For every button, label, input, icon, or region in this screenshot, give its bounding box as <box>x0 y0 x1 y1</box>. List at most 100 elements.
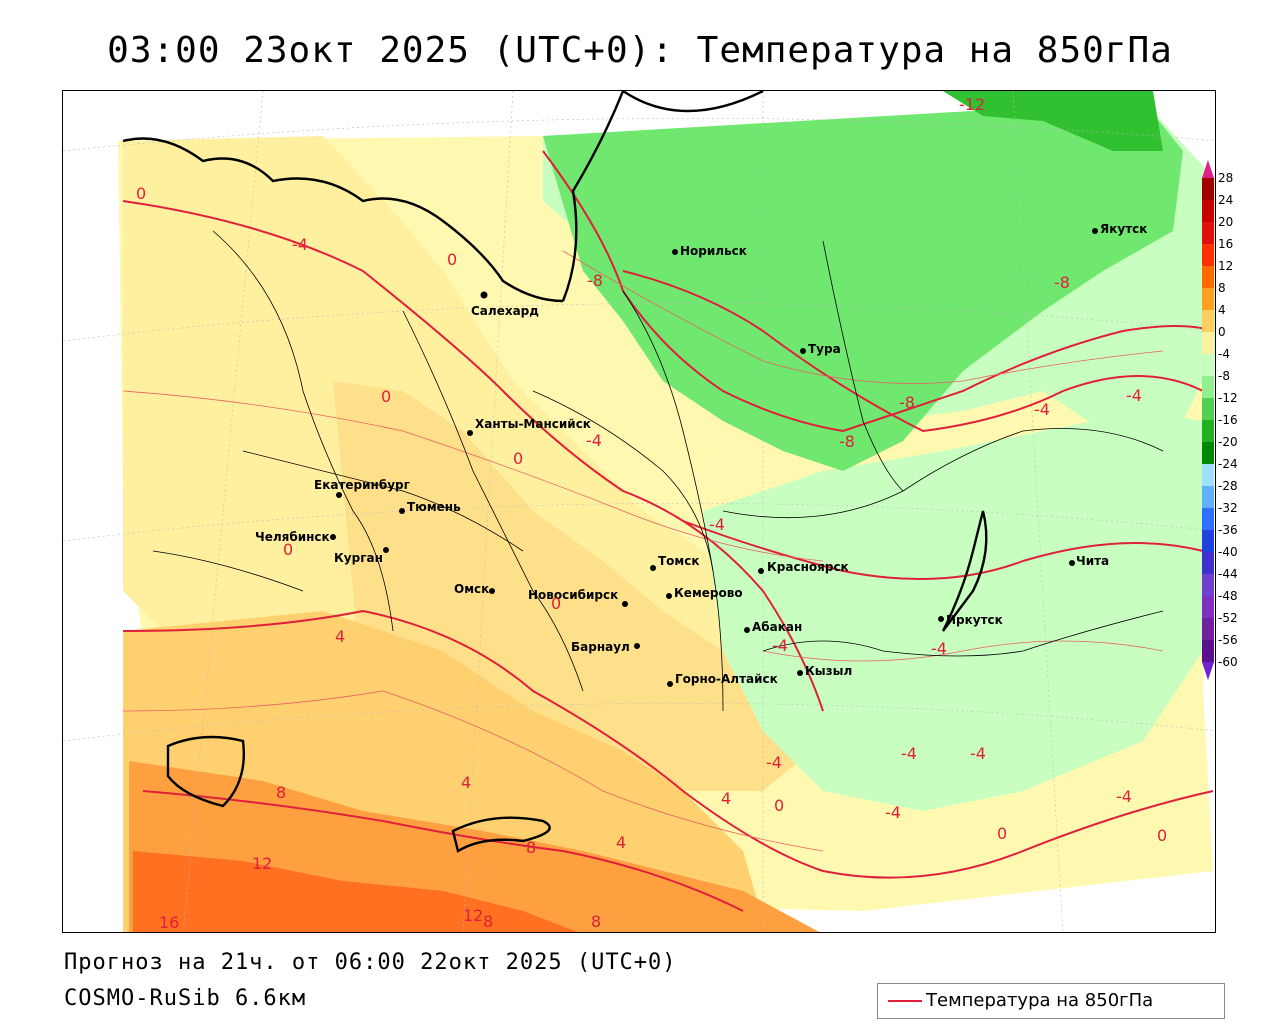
scale-swatch <box>1202 486 1214 508</box>
city-marker-krasnoyarsk <box>758 568 764 574</box>
city-marker-kyzyl <box>797 670 803 676</box>
isotherm-label: 0 <box>136 184 146 203</box>
isotherm-label: -8 <box>587 271 603 290</box>
scale-tick-label: 24 <box>1218 193 1233 207</box>
city-marker-gorno <box>667 681 673 687</box>
city-label: Горно-Алтайск <box>675 672 778 686</box>
scale-swatch <box>1202 530 1214 552</box>
city-marker-kurgan <box>383 547 389 553</box>
isotherm-label: -4 <box>766 753 782 772</box>
scale-tick-label: -12 <box>1218 391 1238 405</box>
isotherm-lines <box>122 150 1214 912</box>
scale-tick-label: -20 <box>1218 435 1238 449</box>
isotherm-labels: -12 -8 -8 -8 -8 -4 -4 -4 -4 -4 -4 -4 -4 … <box>136 95 1167 932</box>
scale-swatch <box>1202 552 1214 574</box>
city-label: Кызыл <box>805 664 852 678</box>
scale-tick-label: 4 <box>1218 303 1226 317</box>
city-label: Томск <box>658 554 700 568</box>
isotherm-label: 12 <box>252 854 272 873</box>
city-label: Курган <box>334 551 383 565</box>
city-marker-novosibirsk <box>622 601 628 607</box>
isotherm-label: -4 <box>970 744 986 763</box>
scale-swatch <box>1202 376 1214 398</box>
scale-bottom-arrow <box>1202 662 1214 680</box>
scale-swatch <box>1202 332 1214 354</box>
scale-tick-label: -8 <box>1218 369 1230 383</box>
isotherm-label: -8 <box>899 393 915 412</box>
scale-tick-label: -4 <box>1218 347 1230 361</box>
scale-tick-label: 16 <box>1218 237 1233 251</box>
temperature-map[interactable]: Салехард Норильск Якутск Тура Ханты-Манс… <box>62 90 1216 933</box>
city-marker-tyumen <box>399 508 405 514</box>
isotherm-label: -4 <box>292 235 308 254</box>
scale-swatch <box>1202 508 1214 530</box>
scale-swatch <box>1202 200 1214 222</box>
isotherm-label: 0 <box>283 540 293 559</box>
city-label: Новосибирск <box>528 588 618 602</box>
scale-tick-label: 8 <box>1218 281 1226 295</box>
city-marker-norilsk <box>672 249 678 255</box>
legend-line-swatch <box>888 1000 922 1002</box>
scale-swatch <box>1202 464 1214 486</box>
city-label: Тюмень <box>407 500 461 514</box>
scale-swatch <box>1202 244 1214 266</box>
isotherm-label: 0 <box>997 824 1007 843</box>
scale-tick-label: -28 <box>1218 479 1238 493</box>
scale-tick-label: 0 <box>1218 325 1226 339</box>
city-marker-irkutsk <box>938 616 944 622</box>
scale-tick-label: -56 <box>1218 633 1238 647</box>
scale-swatch <box>1202 354 1214 376</box>
color-scale: 28 24 20 16 12 8 4 0 -4 -8 -12 -16 -20 -24 -28 -32 -36 -4… <box>1202 160 1238 680</box>
legend: Температура на 850гПа <box>877 983 1225 1019</box>
city-label: Тура <box>808 342 841 356</box>
scale-swatch <box>1202 178 1214 200</box>
isotherm-label: 0 <box>551 594 561 613</box>
scale-swatch <box>1202 574 1214 596</box>
isotherm-label: 0 <box>381 387 391 406</box>
city-marker-chelyabinsk <box>330 534 336 540</box>
isotherm-label: -8 <box>1054 273 1070 292</box>
city-markers <box>330 228 1098 687</box>
isotherm-label: 4 <box>335 627 345 646</box>
isotherm-label: 8 <box>591 912 601 931</box>
scale-tick-label: -40 <box>1218 545 1238 559</box>
scale-tick-label: -16 <box>1218 413 1238 427</box>
scale-tick-label: 20 <box>1218 215 1233 229</box>
city-marker-tomsk <box>650 565 656 571</box>
city-label: Чита <box>1076 554 1109 568</box>
isotherm-label: -8 <box>839 432 855 451</box>
city-label: Норильск <box>680 244 747 258</box>
scale-tick-label: 12 <box>1218 259 1233 273</box>
scale-tick-label: -24 <box>1218 457 1238 471</box>
isotherm-label: -4 <box>1116 787 1132 806</box>
city-label: Салехард <box>471 304 539 318</box>
city-label: Челябинск <box>255 530 330 544</box>
city-label: Кемерово <box>674 586 743 600</box>
scale-swatch <box>1202 640 1214 662</box>
isotherm-label: -4 <box>1126 386 1142 405</box>
legend-label: Температура на 850гПа <box>926 990 1154 1011</box>
isotherm-label: 0 <box>513 449 523 468</box>
forecast-info: Прогноз на 21ч. от 06:00 22окт 2025 (UTC… <box>64 950 677 975</box>
isotherm-label: -4 <box>885 803 901 822</box>
city-label: Абакан <box>752 620 802 634</box>
coastlines <box>122 91 988 853</box>
isotherm-label: 0 <box>1157 826 1167 845</box>
city-label: Барнаул <box>571 640 630 654</box>
isotherm-label: 0 <box>774 796 784 815</box>
scale-tick-label: 28 <box>1218 171 1233 185</box>
zone-cold-minus8 <box>543 101 1183 471</box>
isotherm-label: 12 <box>463 906 483 925</box>
city-marker-abakan <box>744 627 750 633</box>
isotherm-label: -4 <box>586 431 602 450</box>
scale-swatch <box>1202 266 1214 288</box>
isotherm-label: -4 <box>901 744 917 763</box>
isotherm-label: 8 <box>483 912 493 931</box>
city-marker-salekhard <box>480 291 488 299</box>
isotherm-label: -12 <box>959 95 985 114</box>
isotherm-label: 8 <box>276 783 286 802</box>
scale-swatch <box>1202 618 1214 640</box>
isotherm-thin-lines <box>122 250 1164 852</box>
city-marker-omsk <box>489 588 495 594</box>
map-canvas: Салехард Норильск Якутск Тура Ханты-Манс… <box>63 91 1215 932</box>
